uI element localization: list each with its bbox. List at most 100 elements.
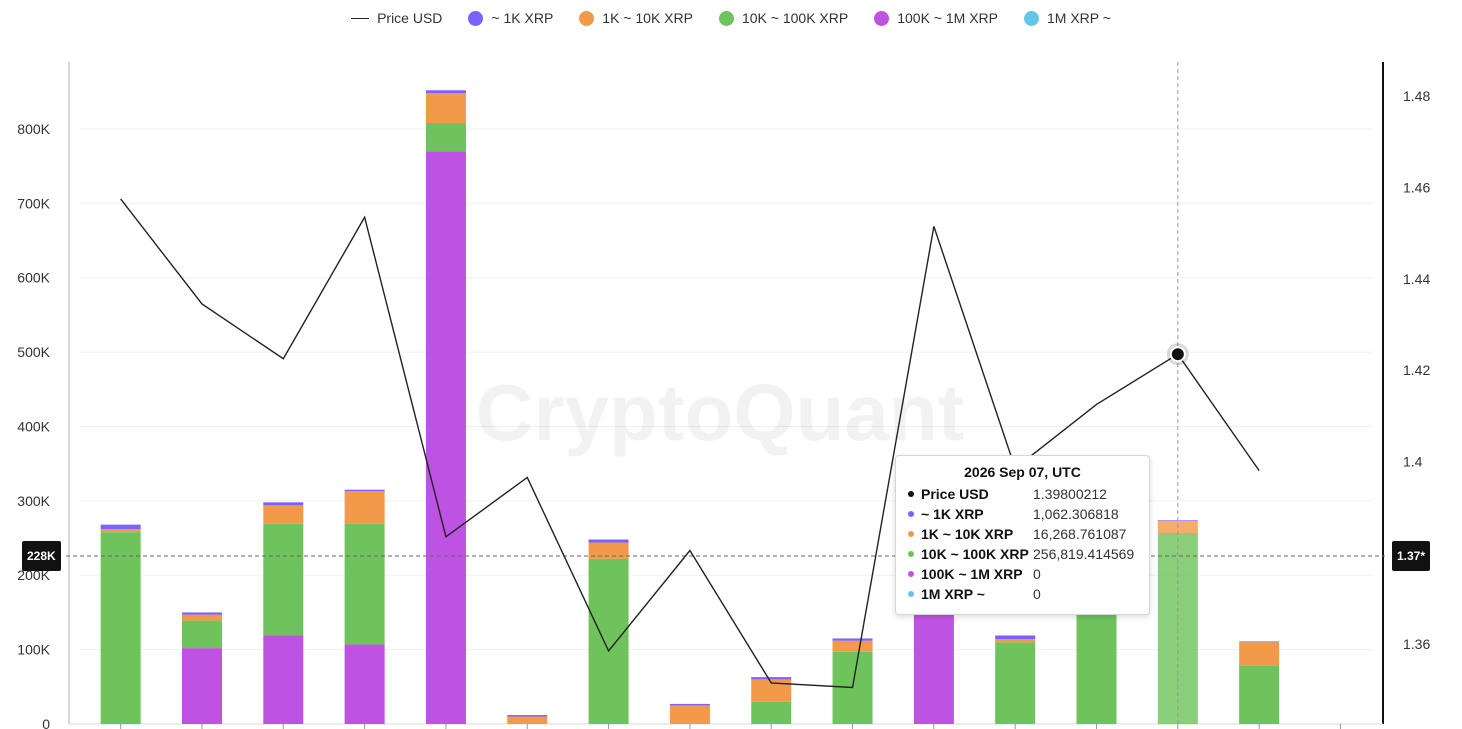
bar-segment xyxy=(425,90,466,94)
tooltip-bullet xyxy=(908,571,914,577)
legend-item[interactable]: 1K ~ 10K XRP xyxy=(579,10,693,26)
left-tick-label: 100K xyxy=(17,642,50,658)
bar-segment xyxy=(995,642,1036,724)
tooltip-bullet xyxy=(908,591,914,597)
left-tick-label: 600K xyxy=(17,270,50,286)
watermark: CryptoQuant xyxy=(476,368,965,457)
legend-item[interactable]: Price USD xyxy=(351,10,442,26)
bar-segment xyxy=(913,613,954,724)
tooltip-bullet xyxy=(908,491,914,497)
bar-segment xyxy=(1076,614,1117,724)
left-tick-label: 300K xyxy=(17,493,50,509)
left-tick-label: 200K xyxy=(17,567,50,583)
bar-segment xyxy=(425,122,466,152)
bar-segment xyxy=(832,638,873,641)
bar-segment xyxy=(588,539,629,543)
tooltip-row: 1K ~ 10K XRP 16,268.761087 xyxy=(908,524,1137,544)
bar-segment xyxy=(1239,642,1280,666)
legend-line-swatch xyxy=(351,17,370,19)
bar-segment xyxy=(181,612,222,615)
bar-segment xyxy=(181,648,222,724)
legend-label: 1M XRP ~ xyxy=(1047,10,1111,26)
bar-segment xyxy=(751,701,792,724)
bar-segment xyxy=(1239,641,1280,643)
chart-legend: Price USD ~ 1K XRP 1K ~ 10K XRP 10K ~ 100K … xyxy=(0,10,1462,26)
left-tick-label: 400K xyxy=(17,418,50,434)
left-tick-label: 800K xyxy=(17,121,50,137)
tooltip-row: 10K ~ 100K XRP 256,819.414569 xyxy=(908,544,1137,564)
tooltip-row-value: 256,819.414569 xyxy=(1033,546,1135,562)
legend-dot-swatch xyxy=(874,10,890,26)
legend-label: 10K ~ 100K XRP xyxy=(741,10,849,26)
tooltip-row-value: 16,268.761087 xyxy=(1033,526,1127,542)
bar-segment xyxy=(832,640,873,652)
tooltip-row-value: 0 xyxy=(1033,566,1041,582)
tooltip-row-label: Price USD xyxy=(921,486,989,502)
bar-segment xyxy=(669,703,710,706)
bar-segment xyxy=(751,677,792,680)
legend-item[interactable]: ~ 1K XRP xyxy=(468,10,553,26)
legend-dot-swatch xyxy=(579,10,595,26)
chart-tooltip: 2026 Sep 07, UTC Price USD 1.39800212 ~ 1K… xyxy=(895,455,1150,615)
bar-segment xyxy=(588,558,629,724)
legend-dot-swatch xyxy=(718,10,734,26)
bar-segment xyxy=(263,523,304,636)
tooltip-row-value: 0 xyxy=(1033,586,1041,602)
left-tick-label: 700K xyxy=(17,195,50,211)
price-marker xyxy=(1169,346,1186,363)
bar-segment xyxy=(100,529,141,533)
legend-dot-swatch xyxy=(1024,10,1039,26)
crosshair-right-label: 1.37* xyxy=(1392,541,1431,571)
bar-segment xyxy=(588,542,629,559)
tooltip-bullet xyxy=(908,551,914,557)
bar-segment xyxy=(669,705,710,724)
tooltip-rows: Price USD 1.39800212 ~ 1K XRP 1,062.306818 1… xyxy=(908,484,1137,604)
legend-dot-swatch xyxy=(468,10,484,26)
legend-label: 1K ~ 10K XRP xyxy=(602,10,693,26)
bar-segment xyxy=(181,614,222,621)
bar-segment xyxy=(507,716,548,724)
left-tick-label: 0 xyxy=(42,716,50,729)
tooltip-bullet xyxy=(908,531,914,537)
legend-label: Price USD xyxy=(377,10,443,26)
tooltip-row-label: ~ 1K XRP xyxy=(921,506,984,522)
legend-item[interactable]: 10K ~ 100K XRP xyxy=(718,10,849,26)
bar-segment xyxy=(344,644,385,724)
tooltip-row: Price USD 1.39800212 xyxy=(908,484,1137,504)
bar-segment xyxy=(1239,665,1280,724)
bar-segment xyxy=(344,489,385,492)
legend-label: 100K ~ 1M XRP xyxy=(897,10,998,26)
tooltip-row-value: 1.39800212 xyxy=(1033,486,1107,502)
right-tick-label: 1.44 xyxy=(1403,271,1430,287)
bar-segment xyxy=(507,715,548,717)
tooltip-title: 2026 Sep 07, UTC xyxy=(964,464,1081,480)
bar-segment xyxy=(100,524,141,530)
tooltip-row-label: 100K ~ 1M XRP xyxy=(921,566,1023,582)
right-tick-label: 1.46 xyxy=(1403,180,1430,196)
bar-segment xyxy=(263,635,304,724)
tooltip-row-label: 1K ~ 10K XRP xyxy=(921,526,1014,542)
right-tick-label: 1.48 xyxy=(1403,88,1430,104)
tooltip-row: ~ 1K XRP 1,062.306818 xyxy=(908,504,1137,524)
right-tick-label: 1.4 xyxy=(1403,453,1423,469)
left-tick-label: 500K xyxy=(17,344,50,360)
bar-segment xyxy=(344,523,385,645)
tooltip-row-label: 1M XRP ~ xyxy=(921,586,985,602)
bar-segment xyxy=(100,532,141,724)
right-tick-label: 1.36 xyxy=(1403,636,1430,652)
legend-item[interactable]: 100K ~ 1M XRP xyxy=(874,10,998,26)
tooltip-row-value: 1,062.306818 xyxy=(1033,506,1119,522)
bar-segment xyxy=(263,505,304,524)
tooltip-row-label: 10K ~ 100K XRP xyxy=(921,546,1029,562)
bar-segment xyxy=(751,679,792,702)
right-tick-label: 1.42 xyxy=(1403,362,1430,378)
tooltip-row: 100K ~ 1M XRP 0 xyxy=(908,564,1137,584)
bar-segment xyxy=(425,93,466,123)
bar-segment xyxy=(181,620,222,649)
legend-label: ~ 1K XRP xyxy=(491,10,554,26)
tooltip-bullet xyxy=(908,511,914,517)
legend-item[interactable]: 1M XRP ~ xyxy=(1024,10,1111,26)
bar-segment xyxy=(995,635,1036,640)
bar-segment xyxy=(263,502,304,506)
